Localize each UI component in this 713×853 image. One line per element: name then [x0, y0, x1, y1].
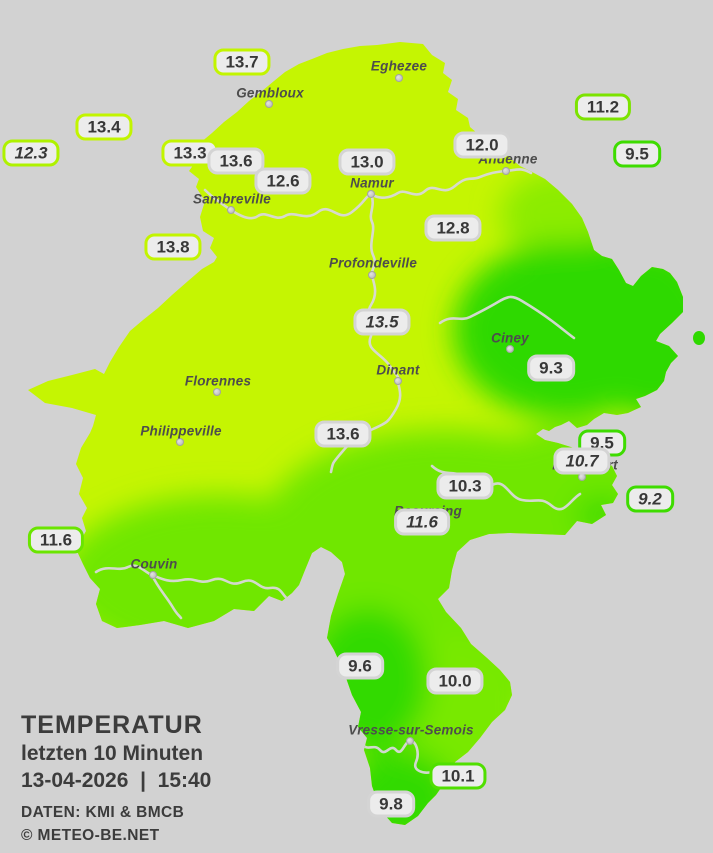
title-block: TEMPERATUR letzten 10 Minuten 13-04-2026… [21, 711, 211, 847]
river-viroin-branch [150, 573, 183, 620]
map-title: TEMPERATUR [21, 711, 203, 739]
river-bocq [438, 295, 576, 340]
river-viroin [94, 564, 290, 601]
copyright: © METEO-BE.NET [21, 827, 160, 844]
map-datetime: 13-04-2026 | 15:40 [21, 769, 212, 792]
map-island-fragment [693, 331, 705, 345]
data-source: DATEN: KMI & BMCB [21, 804, 185, 821]
map-subtitle: letzten 10 Minuten [21, 742, 204, 765]
